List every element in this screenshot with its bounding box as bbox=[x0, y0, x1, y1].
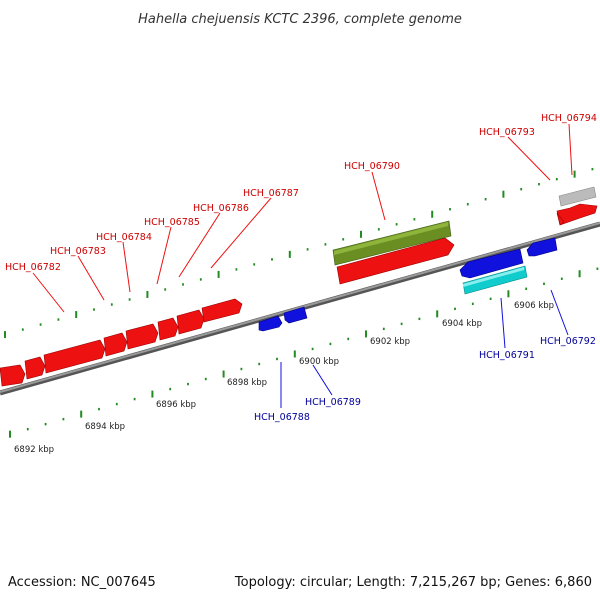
forward-gene-labels: HCH_06782 HCH_06783 HCH_06784 HCH_06785 … bbox=[5, 113, 597, 273]
gene-arrow[interactable] bbox=[336, 237, 455, 285]
gene-label[interactable]: HCH_06794 bbox=[541, 113, 597, 124]
gene-label[interactable]: HCH_06783 bbox=[50, 246, 106, 257]
gene-arrow[interactable] bbox=[103, 332, 128, 357]
scale-label: 6904 kbp bbox=[442, 319, 482, 329]
gene-label[interactable]: HCH_06787 bbox=[243, 188, 299, 199]
scale-label: 6902 kbp bbox=[370, 337, 410, 347]
scale-label: 6894 kbp bbox=[85, 422, 125, 432]
gene-label[interactable]: HCH_06782 bbox=[5, 262, 61, 273]
gene-label[interactable]: HCH_06792 bbox=[540, 336, 596, 347]
scale-label: 6906 kbp bbox=[514, 301, 554, 311]
gene-arrow[interactable] bbox=[526, 237, 558, 257]
gene-arrow[interactable] bbox=[24, 356, 46, 380]
gene-label[interactable]: HCH_06785 bbox=[144, 217, 200, 228]
genome-backbone-highlight bbox=[0, 222, 600, 393]
gene-arrow[interactable] bbox=[459, 248, 524, 279]
gene-label[interactable]: HCH_06793 bbox=[479, 127, 535, 138]
map-title: Hahella chejuensis KCTC 2396, complete g… bbox=[138, 12, 462, 27]
forward-genes bbox=[0, 203, 598, 387]
reverse-gene-labels: HCH_06788 HCH_06789 HCH_06791 HCH_06792 bbox=[254, 336, 596, 423]
gene-arrow[interactable] bbox=[176, 309, 205, 335]
accession-text: Accession: NC_007645 bbox=[8, 575, 156, 590]
gene-arrow[interactable] bbox=[283, 306, 308, 324]
forward-tick-track bbox=[4, 167, 594, 339]
feature-gray-bar[interactable] bbox=[558, 186, 597, 207]
reverse-tick-track bbox=[9, 267, 599, 438]
other-features bbox=[332, 186, 597, 295]
gene-label[interactable]: HCH_06788 bbox=[254, 412, 310, 423]
gene-label[interactable]: HCH_06791 bbox=[479, 350, 535, 361]
feature-olive-highlight bbox=[334, 222, 448, 255]
gene-arrow[interactable] bbox=[157, 317, 179, 341]
scale-label: 6898 kbp bbox=[227, 378, 267, 388]
reverse-genes bbox=[258, 237, 558, 332]
scale-labels: 6892 kbp 6894 kbp 6896 kbp 6898 kbp 6900… bbox=[14, 301, 554, 455]
scale-label: 6892 kbp bbox=[14, 445, 54, 455]
gene-arrow[interactable] bbox=[0, 364, 26, 387]
genome-info-text: Topology: circular; Length: 7,215,267 bp… bbox=[234, 575, 592, 590]
scale-label: 6900 kbp bbox=[299, 357, 339, 367]
gene-arrow[interactable] bbox=[125, 323, 159, 350]
gene-label[interactable]: HCH_06786 bbox=[193, 203, 249, 214]
feature-cyan-highlight bbox=[463, 267, 524, 287]
scale-label: 6896 kbp bbox=[156, 400, 196, 410]
gene-arrow[interactable] bbox=[556, 203, 598, 226]
gene-arrow[interactable] bbox=[258, 315, 283, 332]
forward-leader-lines bbox=[32, 123, 573, 313]
gene-label[interactable]: HCH_06789 bbox=[305, 397, 361, 408]
gene-arrow[interactable] bbox=[43, 339, 106, 374]
gene-arrow[interactable] bbox=[556, 212, 565, 226]
gene-label[interactable]: HCH_06790 bbox=[344, 161, 400, 172]
gene-arrow[interactable] bbox=[201, 298, 243, 323]
gene-label[interactable]: HCH_06784 bbox=[96, 232, 152, 243]
reverse-leader-lines bbox=[280, 289, 569, 408]
